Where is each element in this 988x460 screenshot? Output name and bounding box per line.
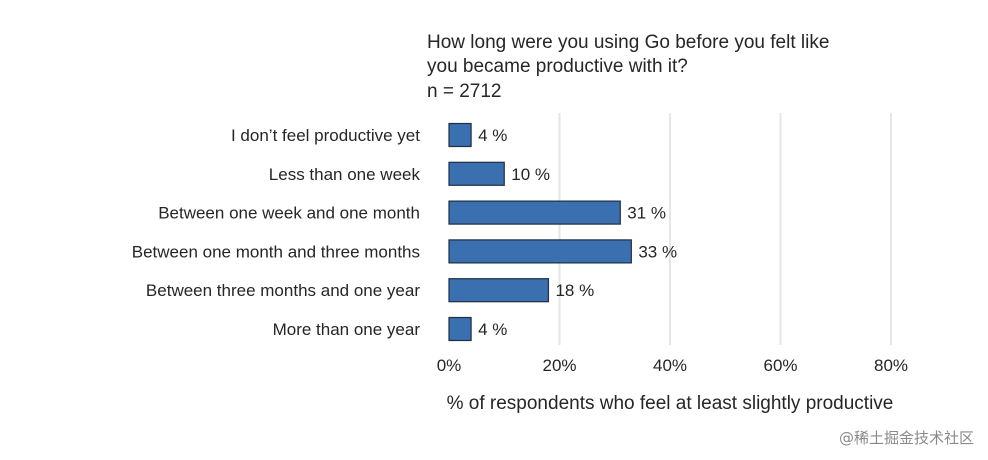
value-label: 31 % bbox=[627, 204, 666, 223]
category-label: More than one year bbox=[273, 320, 421, 339]
chart-title-line-2: you became productive with it? bbox=[427, 56, 688, 77]
x-tick-label: 0% bbox=[437, 356, 462, 375]
chart-sample-size: n = 2712 bbox=[427, 81, 502, 102]
value-label: 33 % bbox=[638, 242, 677, 261]
bar-0 bbox=[448, 122, 472, 148]
chart-title-line-1: How long were you using Go before you fe… bbox=[427, 32, 830, 53]
x-axis-label: % of respondents who feel at least sligh… bbox=[447, 393, 894, 414]
x-tick-label: 80% bbox=[874, 356, 908, 375]
value-label: 4 % bbox=[478, 320, 507, 339]
gridlines bbox=[558, 113, 892, 345]
bar-5 bbox=[448, 316, 472, 342]
x-tick-label: 60% bbox=[763, 356, 797, 375]
bar-3 bbox=[448, 239, 632, 264]
bars bbox=[448, 122, 632, 342]
category-label: Between one month and three months bbox=[132, 242, 420, 261]
bar-2 bbox=[448, 200, 621, 225]
value-label: 18 % bbox=[555, 281, 594, 300]
category-label: Between one week and one month bbox=[158, 204, 420, 223]
labels: 0% 20% 40% 60% 80% I don’t feel productive ye… bbox=[132, 126, 908, 414]
category-label: Between three months and one year bbox=[146, 281, 420, 300]
value-label: 10 % bbox=[511, 165, 550, 184]
category-label: I don’t feel productive yet bbox=[231, 126, 420, 145]
bar-4 bbox=[448, 278, 550, 303]
watermark: @稀土掘金技术社区 bbox=[838, 429, 974, 447]
category-label: Less than one week bbox=[269, 165, 421, 184]
x-tick-label: 40% bbox=[653, 356, 687, 375]
x-tick-label: 20% bbox=[542, 356, 576, 375]
value-label: 4 % bbox=[478, 126, 507, 145]
bar-1 bbox=[448, 161, 505, 186]
